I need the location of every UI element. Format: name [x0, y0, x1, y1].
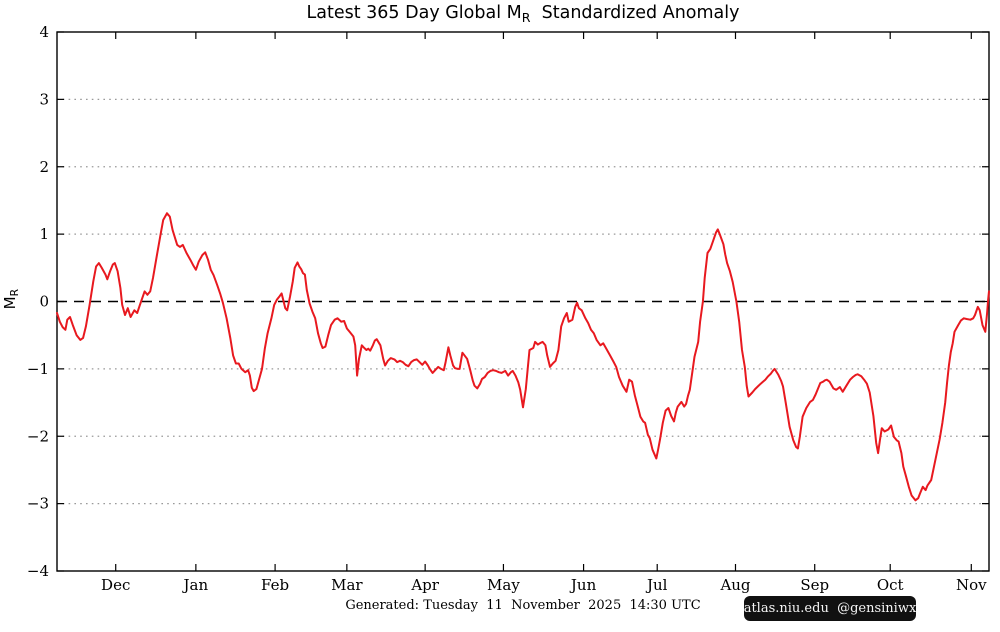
x-tick-label: Aug: [719, 576, 750, 594]
y-tick-label: 0: [39, 293, 49, 311]
x-tick-label: Sep: [800, 576, 829, 594]
generated-timestamp: Generated: Tuesday 11 November 2025 14:3…: [345, 598, 701, 613]
x-tick-label: Apr: [410, 576, 439, 594]
attribution-badge: atlas.niu.edu @gensiniwx: [744, 596, 916, 621]
x-tick-label: Oct: [877, 576, 904, 594]
x-tick-label: Jan: [182, 576, 209, 594]
x-tick-label: Jul: [645, 576, 668, 594]
x-tick-label: Dec: [101, 576, 130, 594]
y-tick-label: 3: [39, 90, 49, 108]
y-tick-label: 2: [39, 158, 49, 176]
attribution-badge-text: atlas.niu.edu @gensiniwx: [743, 601, 917, 616]
chart-title: Latest 365 Day Global MR Standardized An…: [57, 3, 989, 25]
x-tick-label: Mar: [331, 576, 363, 594]
anomaly-series-line: [56, 212, 990, 502]
x-tick-label: Jun: [569, 576, 597, 594]
x-tick-label: Feb: [261, 576, 289, 594]
x-tick-label: May: [487, 576, 520, 594]
chart-title-prefix: Latest 365 Day Global M: [306, 3, 522, 23]
y-tick-label: −2: [27, 427, 49, 445]
chart-title-suffix: Standardized Anomaly: [530, 3, 740, 23]
y-tick-label: 4: [39, 23, 49, 41]
y-tick-label: 1: [39, 225, 49, 243]
x-tick-label: Nov: [956, 576, 987, 594]
y-tick-label: −1: [27, 360, 49, 378]
y-tick-label: −4: [27, 562, 49, 580]
chart-title-subscript: R: [521, 9, 531, 25]
y-tick-label: −3: [27, 495, 49, 513]
